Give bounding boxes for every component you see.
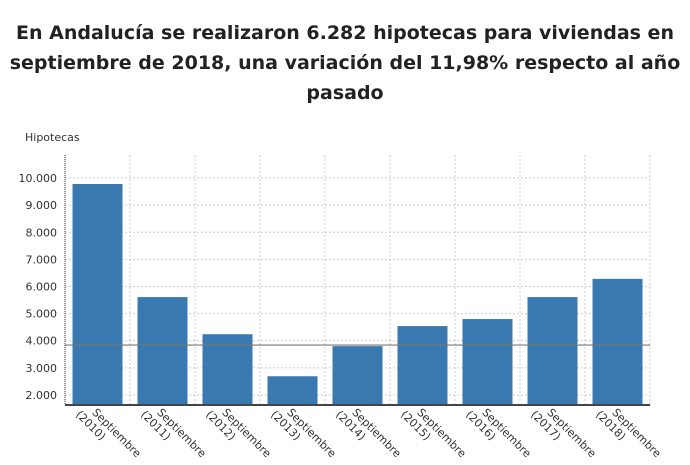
y-tick-label: 5.000	[26, 308, 58, 321]
x-tick-label: Septiembre(2013)	[268, 399, 339, 465]
y-tick-label: 10.000	[19, 172, 58, 185]
bar	[332, 346, 383, 405]
y-tick-label: 3.000	[26, 362, 58, 375]
bar	[72, 184, 123, 405]
bar	[397, 326, 448, 405]
bar	[267, 376, 318, 405]
chart-title: En Andalucía se realizaron 6.282 hipotec…	[9, 22, 681, 104]
x-tick-label: Septiembre(2010)	[73, 399, 144, 465]
y-tick-label: 7.000	[26, 253, 58, 266]
y-tick-label: 8.000	[26, 226, 58, 239]
bar	[592, 278, 643, 405]
bar	[137, 297, 188, 405]
y-tick-label: 9.000	[26, 199, 58, 212]
bar	[462, 319, 513, 405]
y-tick-label: 6.000	[26, 281, 58, 294]
x-tick-label: Septiembre(2016)	[463, 399, 534, 465]
y-tick-label: 2.000	[26, 389, 58, 402]
x-tick-label: Septiembre(2011)	[138, 399, 209, 465]
x-tick-label: Septiembre(2014)	[333, 399, 404, 465]
y-tick-label: 4.000	[26, 335, 58, 348]
x-tick-label: Septiembre(2012)	[203, 399, 274, 465]
x-tick-label: Septiembre(2018)	[593, 399, 664, 465]
x-tick-label: Septiembre(2015)	[398, 399, 469, 465]
x-tick-label: Septiembre(2017)	[528, 399, 599, 465]
y-axis-label: Hipotecas	[25, 131, 80, 144]
bar	[202, 334, 253, 405]
bar	[527, 297, 578, 405]
